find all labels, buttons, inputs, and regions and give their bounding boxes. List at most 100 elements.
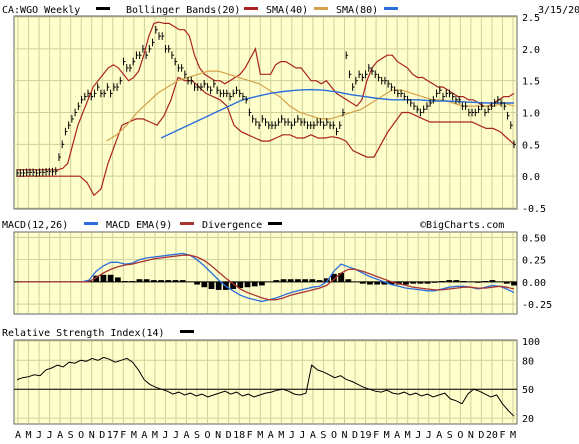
divergence-bar	[367, 281, 373, 285]
month-label: A	[141, 430, 147, 441]
divergence-bar	[388, 281, 395, 285]
month-label: F	[247, 430, 253, 441]
x-axis-month-labels: A M J J A S O N D 17 F M A M J J A S O N D 18 F M A M J J A S O N D 19 F M A…	[15, 430, 516, 441]
legend-macd-ema-swatch	[180, 222, 194, 225]
macd-tick-label: 0.50	[522, 233, 546, 244]
divergence-bar	[489, 280, 496, 282]
divergence-bar	[511, 281, 517, 286]
divergence-bar	[403, 281, 409, 285]
divergence-bar	[417, 281, 424, 284]
legend-macd-ema-label: MACD EMA(9)	[106, 220, 172, 231]
divergence-bar	[244, 281, 251, 288]
rsi-panel: Relative Strength Index(14) 100 80 50 20	[2, 328, 540, 425]
macd-line	[17, 252, 515, 303]
divergence-bar	[323, 278, 330, 282]
divergence-bar	[259, 281, 265, 286]
price-panel: 2.5 2.0 1.5 1.0 0.5 0.0 -0.5	[13, 13, 546, 215]
month-label: M	[131, 430, 137, 441]
price-tick-label: 1.5	[522, 77, 540, 88]
month-label: J	[289, 430, 295, 441]
divergence-bar	[165, 280, 172, 282]
legend-sma40-swatch	[314, 7, 328, 10]
month-label: D	[352, 430, 358, 441]
rsi-tick-label: 20	[522, 414, 534, 425]
month-label: S	[447, 430, 453, 441]
divergence-bar	[374, 281, 381, 285]
sma80-line	[160, 88, 514, 139]
month-label: O	[457, 430, 463, 441]
divergence-bar	[114, 277, 121, 282]
divergence-bar	[86, 280, 92, 282]
month-label: A	[310, 430, 316, 441]
month-label: 18	[233, 430, 245, 441]
divergence-bar	[446, 280, 453, 282]
divergence-bar	[381, 281, 388, 285]
legend-sma80-swatch	[384, 7, 398, 10]
legend-sma40-label: SMA(40)	[266, 5, 308, 16]
month-label: J	[173, 430, 179, 441]
month-label: A	[436, 430, 442, 441]
month-label: M	[510, 430, 516, 441]
price-tick-label: 0.5	[522, 140, 540, 151]
divergence-bar	[215, 281, 222, 290]
divergence-bar	[287, 279, 294, 282]
divergence-bar	[172, 280, 179, 282]
month-label: 17	[107, 430, 119, 441]
month-label: D	[99, 430, 105, 441]
bollinger-upper-line	[17, 21, 515, 171]
divergence-bar	[345, 279, 352, 282]
month-label: J	[299, 430, 305, 441]
price-tick-label: 2.5	[522, 13, 540, 24]
month-label: N	[468, 430, 474, 441]
rsi-panel-background	[13, 339, 518, 425]
legend-divergence-label: Divergence	[202, 220, 262, 231]
rsi-tick-label: 80	[522, 356, 534, 367]
divergence-bar	[179, 280, 186, 282]
macd-tick-label: 0.25	[522, 256, 546, 267]
legend-sma80-label: SMA(80)	[336, 5, 378, 16]
legend-rsi-label: Relative Strength Index(14)	[2, 328, 165, 339]
price-tick-label: 1.0	[522, 109, 540, 120]
month-label: J	[415, 430, 421, 441]
legend-price-label: CA:WGO Weekly	[2, 5, 80, 16]
macd-tick-label: -0.25	[522, 300, 552, 311]
month-label: 20	[486, 430, 498, 441]
month-label: M	[405, 430, 411, 441]
legend-rsi-swatch	[180, 330, 194, 333]
price-bars	[16, 25, 516, 177]
rsi-line	[16, 356, 515, 417]
divergence-bar	[331, 273, 337, 282]
month-label: A	[57, 430, 63, 441]
divergence-bar	[316, 280, 323, 282]
month-label: M	[278, 430, 284, 441]
macd-tick-label: 0.00	[522, 278, 546, 289]
divergence-bar	[410, 281, 417, 284]
divergence-bar	[150, 280, 157, 282]
divergence-bar	[143, 279, 150, 282]
month-label: M	[384, 430, 390, 441]
legend-macd-label: MACD(12,26)	[2, 220, 68, 231]
month-label: N	[89, 430, 95, 441]
month-label: F	[373, 430, 379, 441]
month-label: O	[331, 430, 337, 441]
macd-ema-line	[17, 254, 515, 301]
divergence-bar	[453, 280, 460, 282]
divergence-bar	[230, 281, 236, 289]
month-label: S	[320, 430, 326, 441]
divergence-bar	[338, 273, 345, 282]
month-label: J	[426, 430, 432, 441]
chart-date: 3/15/20	[538, 5, 579, 16]
month-label: J	[36, 430, 42, 441]
macd-panel: MACD(12,26) MACD EMA(9) Divergence ©BigC…	[2, 220, 552, 315]
month-label: M	[26, 430, 32, 441]
month-label: A	[268, 430, 274, 441]
month-label: F	[499, 430, 505, 441]
divergence-bar	[208, 281, 215, 289]
month-label: O	[205, 430, 211, 441]
divergence-bar	[359, 281, 366, 284]
month-label: D	[478, 430, 484, 441]
divergence-bar	[107, 274, 114, 282]
month-label: A	[394, 430, 400, 441]
legend-macd-swatch	[84, 222, 98, 225]
